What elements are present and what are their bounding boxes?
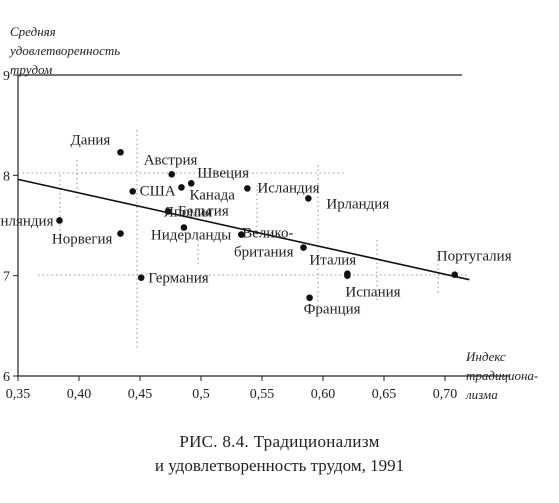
data-point-label: Германия <box>148 271 209 287</box>
data-point <box>244 185 251 192</box>
data-point <box>305 195 312 202</box>
data-point <box>168 171 176 178</box>
y-tick-label: 9 <box>3 69 10 84</box>
y-axis-label: Средняя удовлетворенность трудом <box>10 24 121 77</box>
data-point-label: Бельгия <box>178 203 229 219</box>
data-point-label: США <box>140 183 176 199</box>
x-tick-label: 0,70 <box>433 387 458 402</box>
data-point-label: Канада <box>189 187 235 203</box>
data-point <box>237 231 245 238</box>
x-tick-label: 0,45 <box>128 387 153 402</box>
data-point <box>117 230 124 237</box>
trend-line <box>17 178 470 281</box>
x-axis-label: Индекс традициона- лизма <box>466 349 539 402</box>
data-point-label: Нидерланды <box>151 228 231 244</box>
data-point <box>451 271 459 278</box>
data-point-label: Швеция <box>197 165 249 181</box>
data-point-label: Франция <box>304 302 361 318</box>
figure-caption-line1: РИС. 8.4. Традиционализм <box>179 432 380 451</box>
data-point <box>164 208 172 215</box>
data-point <box>300 244 307 251</box>
data-point <box>180 224 188 231</box>
data-point <box>117 148 124 156</box>
data-point <box>306 294 313 302</box>
x-tick-label: 0,60 <box>311 387 336 402</box>
x-tick-label: 0,40 <box>67 387 92 402</box>
data-point-label: Велико-британия <box>234 226 294 261</box>
x-tick-label: 0,5 <box>192 387 210 402</box>
data-point-label: Япония <box>164 205 213 221</box>
y-tick-label: 6 <box>3 370 10 385</box>
data-point-label: Италия <box>309 253 356 269</box>
y-tick-label: 7 <box>3 270 10 285</box>
data-point <box>137 274 145 281</box>
data-point-label: Норвегия <box>52 232 113 248</box>
data-point-label: Австрия <box>144 152 198 168</box>
y-tick-label: 8 <box>3 169 10 184</box>
x-tick-label: 0,35 <box>6 387 31 402</box>
data-point-label: Исландия <box>257 180 319 196</box>
x-tick-label: 0,65 <box>372 387 397 402</box>
data-point <box>344 272 351 279</box>
data-point-label: Португалия <box>437 249 512 265</box>
data-point-label: Финляндия <box>0 213 54 229</box>
x-tick-label: 0,55 <box>250 387 275 402</box>
data-point <box>56 217 63 224</box>
data-point <box>178 184 185 191</box>
data-point-label: Испания <box>345 285 400 301</box>
data-point <box>187 180 195 187</box>
data-point-label: Дания <box>70 132 110 148</box>
data-point-label: Ирландия <box>326 196 389 212</box>
figure-caption-line2: и удовлетворенность трудом, 1991 <box>154 456 405 475</box>
data-point <box>129 188 136 195</box>
